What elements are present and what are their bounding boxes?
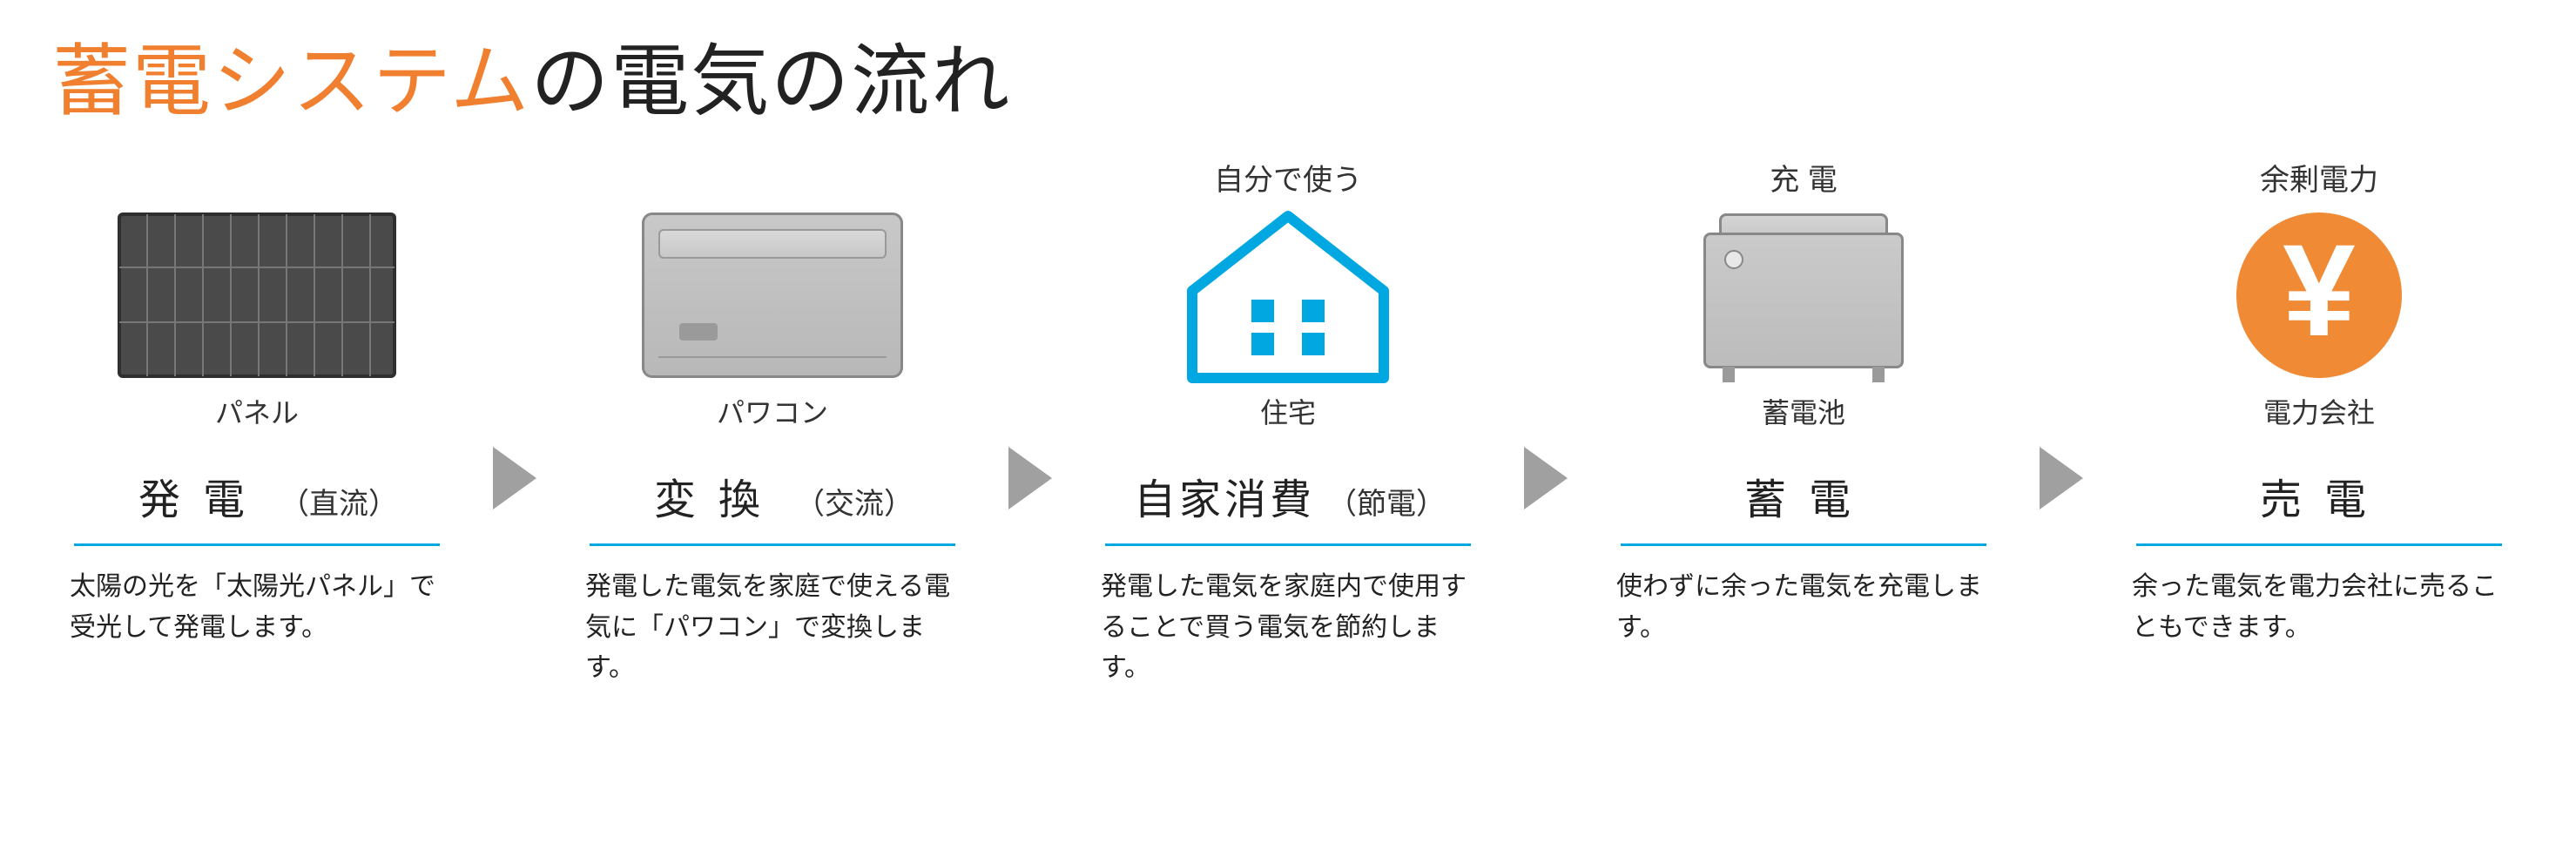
- step-3-topcap: 自分で使う: [1214, 157, 1362, 199]
- battery-icon: [1599, 204, 2008, 387]
- flow-row: パネル 発電 （直流） 太陽の光を「太陽光パネル」で受光して発電します。 パワコ…: [52, 157, 2524, 689]
- arrow-icon: [1008, 447, 1052, 509]
- arrow-icon: [2040, 447, 2083, 509]
- title-accent: 蓄電システム: [52, 38, 530, 125]
- arrow-icon: [1524, 447, 1568, 509]
- step-2-action: 変換 （交流）: [631, 465, 914, 528]
- step-3-action: 自家消費 （節電）: [1130, 465, 1446, 528]
- step-1-desc: 太陽の光を「太陽光パネル」で受光して発電します。: [70, 567, 444, 648]
- step-utility: 余剰電力 ¥ 電力会社 売電 余った電気を電力会社に売ることもできます。: [2114, 157, 2524, 648]
- house-icon: [1083, 204, 1493, 387]
- step-inverter: パワコン 変換 （交流） 発電した電気を家庭で使える電気に「パワコン」で変換しま…: [568, 157, 977, 689]
- title-rest: の電気の流れ: [530, 38, 1011, 125]
- step-5-icon-label: 電力会社: [2263, 392, 2375, 430]
- step-1-icon-label: パネル: [215, 392, 299, 430]
- step-4-rule: [1621, 543, 1986, 546]
- step-5-desc: 余った電気を電力会社に売ることもできます。: [2132, 567, 2506, 648]
- step-1-rule: [74, 543, 440, 546]
- step-3-rule: [1105, 543, 1471, 546]
- yen-icon: ¥: [2114, 204, 2524, 387]
- step-2-action-big: 変換: [631, 465, 783, 526]
- step-4-desc: 使わずに余った電気を充電します。: [1616, 567, 1991, 648]
- step-4-action: 蓄電: [1722, 465, 1885, 528]
- step-1-action-big: 発電: [116, 465, 267, 526]
- step-panel: パネル 発電 （直流） 太陽の光を「太陽光パネル」で受光して発電します。: [52, 157, 462, 648]
- panel-icon: [52, 204, 462, 387]
- step-2-desc: 発電した電気を家庭で使える電気に「パワコン」で変換します。: [585, 567, 960, 689]
- step-3-desc: 発電した電気を家庭内で使用することで買う電気を節約します。: [1101, 567, 1475, 689]
- page-title: 蓄電システムの電気の流れ: [52, 17, 2524, 131]
- step-4-icon-label: 蓄電池: [1762, 392, 1845, 430]
- arrow-icon: [493, 447, 536, 509]
- step-battery: 充 電 蓄電池 蓄電 使わずに余った電気を充電します。: [1599, 157, 2008, 648]
- step-5-action: 売電: [2237, 465, 2401, 528]
- step-4-action-big: 蓄電: [1722, 465, 1873, 526]
- step-2-action-sub: （交流）: [795, 480, 914, 523]
- step-2-icon-label: パワコン: [717, 392, 828, 430]
- step-2-rule: [590, 543, 955, 546]
- step-3-action-sub: （節電）: [1327, 480, 1446, 523]
- step-3-icon-label: 住宅: [1260, 392, 1316, 430]
- step-1-action-sub: （直流）: [280, 480, 398, 523]
- step-4-topcap: 充 電: [1770, 157, 1837, 199]
- step-1-action: 発電 （直流）: [116, 465, 398, 528]
- step-5-topcap: 余剰電力: [2260, 157, 2378, 199]
- diagram-root: 蓄電システムの電気の流れ パネル 発電 （直流） 太陽の光を「太陽光パ: [0, 0, 2576, 857]
- step-5-rule: [2136, 543, 2502, 546]
- step-house: 自分で使う 住宅 自家消費 （節電） 発電した電気を家庭内で使用することで買う電…: [1083, 157, 1493, 689]
- step-3-action-big: 自家消費: [1130, 465, 1315, 526]
- step-5-action-big: 売電: [2237, 465, 2389, 526]
- inverter-icon: [568, 204, 977, 387]
